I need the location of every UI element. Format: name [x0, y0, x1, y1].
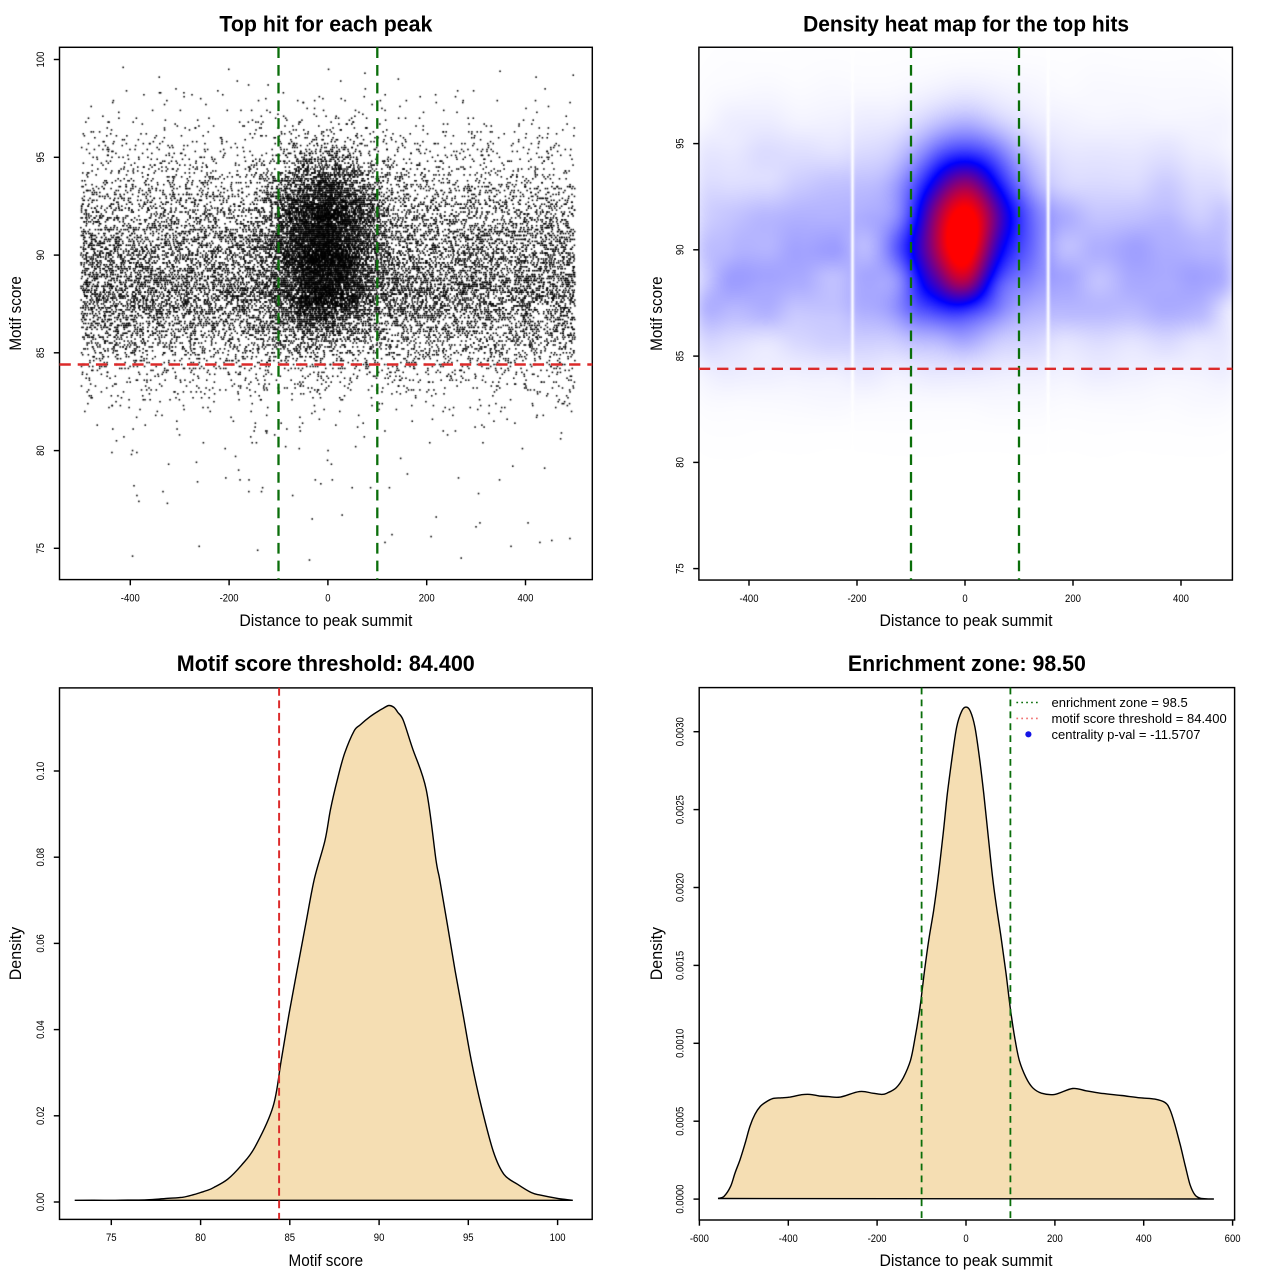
svg-text:Distance to peak summit: Distance to peak summit [880, 611, 1053, 630]
svg-text:Motif score: Motif score [647, 276, 666, 351]
svg-text:Top hit for each peak: Top hit for each peak [219, 12, 433, 37]
svg-text:400: 400 [1136, 1233, 1152, 1245]
svg-text:90: 90 [35, 250, 47, 261]
svg-text:Distance to peak summit: Distance to peak summit [239, 611, 412, 630]
svg-text:90: 90 [674, 245, 686, 256]
svg-text:Enrichment zone: 98.50: Enrichment zone: 98.50 [848, 651, 1086, 676]
svg-text:85: 85 [285, 1232, 296, 1244]
svg-text:85: 85 [674, 351, 686, 362]
svg-text:Density heat map for the top h: Density heat map for the top hits [803, 12, 1129, 37]
svg-text:motif score threshold = 84.400: motif score threshold = 84.400 [1052, 711, 1227, 726]
svg-text:600: 600 [1225, 1233, 1241, 1245]
svg-text:0.06: 0.06 [35, 934, 47, 953]
svg-text:Motif score: Motif score [289, 1251, 364, 1270]
svg-text:95: 95 [463, 1232, 474, 1244]
svg-text:0.0020: 0.0020 [675, 873, 687, 902]
svg-text:0.04: 0.04 [35, 1020, 47, 1039]
svg-text:0: 0 [962, 593, 967, 605]
svg-text:200: 200 [419, 592, 435, 604]
svg-text:-200: -200 [220, 592, 239, 604]
svg-text:centrality p-val = -11.5707: centrality p-val = -11.5707 [1052, 727, 1201, 742]
svg-text:Distance to peak summit: Distance to peak summit [880, 1251, 1053, 1270]
svg-text:0.0005: 0.0005 [675, 1107, 687, 1136]
svg-text:-200: -200 [848, 593, 867, 605]
svg-text:95: 95 [674, 138, 686, 149]
svg-text:80: 80 [195, 1232, 206, 1244]
svg-text:75: 75 [106, 1232, 117, 1244]
svg-text:0.0015: 0.0015 [675, 951, 687, 980]
svg-text:-400: -400 [779, 1233, 798, 1245]
svg-text:200: 200 [1065, 593, 1081, 605]
svg-text:-400: -400 [121, 592, 140, 604]
svg-text:90: 90 [374, 1232, 385, 1244]
svg-text:100: 100 [35, 52, 47, 68]
svg-text:80: 80 [674, 457, 686, 468]
svg-text:-400: -400 [740, 593, 759, 605]
svg-text:0.10: 0.10 [35, 762, 47, 781]
svg-text:Density: Density [6, 926, 25, 980]
svg-text:Motif score: Motif score [6, 276, 25, 351]
svg-text:0.0025: 0.0025 [675, 795, 687, 824]
svg-text:0: 0 [325, 592, 330, 604]
svg-text:100: 100 [550, 1232, 566, 1244]
svg-text:0: 0 [963, 1233, 968, 1245]
svg-text:200: 200 [1047, 1233, 1063, 1245]
svg-text:75: 75 [674, 563, 686, 574]
svg-text:0.0000: 0.0000 [675, 1185, 687, 1214]
svg-text:0.0010: 0.0010 [675, 1029, 687, 1058]
svg-text:Density: Density [647, 926, 666, 980]
svg-text:400: 400 [1173, 593, 1189, 605]
svg-text:85: 85 [35, 348, 47, 359]
svg-text:75: 75 [35, 543, 47, 554]
svg-text:Motif score threshold: 84.400: Motif score threshold: 84.400 [177, 651, 475, 676]
svg-text:0.00: 0.00 [35, 1193, 47, 1212]
svg-text:-600: -600 [690, 1233, 709, 1245]
svg-text:-200: -200 [868, 1233, 887, 1245]
svg-text:400: 400 [518, 592, 534, 604]
svg-text:80: 80 [35, 445, 47, 456]
svg-text:0.02: 0.02 [35, 1107, 47, 1126]
svg-text:95: 95 [35, 152, 47, 163]
svg-text:0.08: 0.08 [35, 848, 47, 867]
svg-text:0.0030: 0.0030 [675, 717, 687, 746]
svg-text:enrichment zone = 98.5: enrichment zone = 98.5 [1052, 695, 1188, 710]
